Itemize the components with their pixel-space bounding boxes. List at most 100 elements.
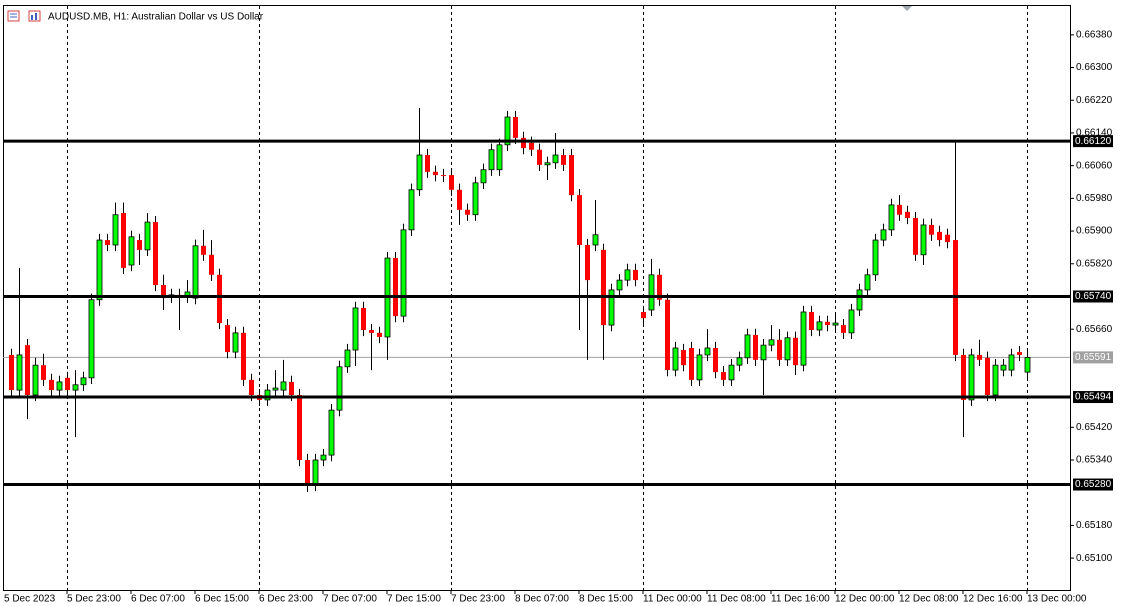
candle-body bbox=[264, 389, 271, 401]
candle-body bbox=[393, 258, 398, 317]
x-tick-label: 13 Dec 00:00 bbox=[1027, 594, 1087, 605]
candle-body bbox=[433, 171, 438, 176]
candle-body bbox=[800, 311, 807, 366]
candle-body bbox=[192, 245, 199, 299]
candle-body bbox=[241, 332, 246, 380]
candle-body bbox=[544, 162, 551, 166]
candle-body bbox=[472, 182, 479, 216]
candle-body bbox=[1000, 364, 1007, 371]
candle-body bbox=[144, 221, 151, 251]
candle-body bbox=[721, 372, 726, 380]
candle-body bbox=[297, 395, 302, 460]
x-tick-label: 7 Dec 23:00 bbox=[451, 594, 505, 605]
candle-body bbox=[601, 249, 606, 326]
icon-bar bbox=[31, 15, 33, 20]
candle-body bbox=[344, 349, 351, 368]
candle-body bbox=[289, 381, 294, 395]
candle-body bbox=[209, 254, 214, 275]
current-price-label: 0.65591 bbox=[1075, 352, 1112, 363]
candle-body bbox=[504, 116, 511, 146]
candle-body bbox=[880, 229, 887, 241]
level-label: 0.65494 bbox=[1075, 392, 1112, 403]
candle-body bbox=[280, 381, 287, 391]
candle-body bbox=[88, 299, 95, 379]
candle-body bbox=[352, 307, 359, 351]
candle-body bbox=[272, 387, 279, 391]
x-tick-label: 8 Dec 15:00 bbox=[579, 594, 633, 605]
candle-body bbox=[665, 299, 670, 371]
candle-body bbox=[56, 381, 63, 391]
candle-body bbox=[592, 234, 599, 246]
candle-body bbox=[249, 379, 254, 395]
candle-body bbox=[457, 189, 462, 210]
candle-body bbox=[672, 347, 679, 371]
candle-body bbox=[121, 213, 126, 268]
y-tick-label: 0.65100 bbox=[1076, 553, 1113, 564]
candle-body bbox=[696, 354, 703, 381]
candle-body bbox=[105, 240, 110, 245]
candle-body bbox=[945, 234, 950, 243]
candle-body bbox=[320, 454, 327, 461]
x-tick-label: 6 Dec 15:00 bbox=[195, 594, 249, 605]
candle-body bbox=[72, 384, 79, 391]
candle-body bbox=[753, 334, 758, 360]
candle-body bbox=[977, 354, 982, 360]
candle-body bbox=[441, 175, 446, 177]
shift-marker bbox=[902, 6, 912, 11]
y-tick-label: 0.66060 bbox=[1076, 160, 1113, 171]
x-tick-label: 11 Dec 16:00 bbox=[771, 594, 830, 605]
candle-body bbox=[552, 154, 559, 164]
level-label-box bbox=[1073, 290, 1113, 303]
candle-body bbox=[608, 289, 615, 326]
candle-body bbox=[633, 269, 638, 281]
candle-body bbox=[624, 269, 631, 281]
candle-body bbox=[336, 366, 343, 411]
candle-body bbox=[49, 379, 54, 391]
y-tick-label: 0.65660 bbox=[1076, 324, 1113, 335]
candle-body bbox=[232, 332, 239, 353]
candle-body bbox=[816, 321, 823, 331]
x-tick-label: 12 Dec 16:00 bbox=[963, 594, 1023, 605]
x-tick-label: 6 Dec 23:00 bbox=[259, 594, 313, 605]
candle-body bbox=[809, 312, 814, 330]
y-tick-label: 0.66380 bbox=[1076, 29, 1113, 40]
candle-body bbox=[201, 245, 206, 255]
candles bbox=[9, 108, 1031, 492]
candle-body bbox=[929, 224, 934, 235]
candle-body bbox=[913, 217, 918, 255]
x-tick-label: 12 Dec 00:00 bbox=[835, 594, 895, 605]
plot-frame bbox=[3, 5, 1071, 591]
candle-body bbox=[1017, 352, 1022, 355]
candle-body bbox=[905, 211, 910, 218]
candle-body bbox=[641, 312, 646, 319]
candle-body bbox=[848, 309, 855, 334]
current-price-box bbox=[1073, 351, 1113, 364]
candle-body bbox=[496, 144, 503, 171]
candle-body bbox=[425, 155, 430, 172]
candle-body bbox=[480, 169, 487, 184]
candle-body bbox=[585, 244, 590, 281]
candle-body bbox=[416, 154, 423, 191]
candle-body bbox=[465, 209, 470, 215]
icon bbox=[28, 10, 41, 22]
candle-body bbox=[968, 354, 975, 401]
candle-body bbox=[961, 354, 966, 400]
candle-body bbox=[513, 117, 518, 138]
candle-body bbox=[137, 240, 142, 250]
candle-body bbox=[832, 322, 839, 326]
candle-body bbox=[217, 274, 222, 324]
y-tick-label: 0.66140 bbox=[1076, 128, 1113, 139]
candle-body bbox=[872, 239, 879, 276]
candle-body bbox=[80, 377, 87, 386]
level-label-box bbox=[1073, 478, 1113, 491]
candle-body bbox=[728, 364, 735, 381]
candle-body bbox=[648, 274, 655, 311]
candle-body bbox=[985, 357, 990, 395]
candle-body bbox=[112, 214, 119, 246]
candle-body bbox=[400, 229, 407, 317]
candle-body bbox=[713, 347, 718, 373]
level-label-box bbox=[1073, 391, 1113, 404]
candle-body bbox=[9, 354, 14, 391]
candle-body bbox=[369, 330, 374, 333]
